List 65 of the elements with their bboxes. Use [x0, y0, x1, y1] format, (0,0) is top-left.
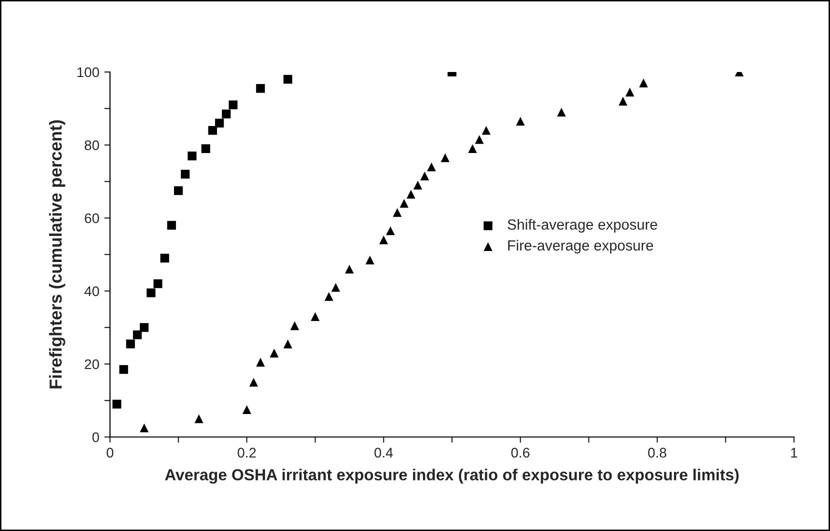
point	[482, 126, 491, 135]
point	[180, 170, 190, 179]
point	[228, 100, 238, 110]
point	[146, 288, 156, 298]
point	[256, 84, 265, 93]
point	[112, 400, 122, 409]
point	[283, 340, 292, 348]
point	[468, 144, 477, 154]
point	[201, 144, 210, 154]
point	[126, 340, 135, 348]
point	[639, 78, 648, 88]
point	[188, 152, 196, 160]
point	[242, 405, 252, 414]
point	[310, 312, 320, 321]
y-tick-label: 20	[84, 359, 100, 370]
x-tick-label: 0.6	[511, 448, 530, 458]
legend-label: Fire-average exposure	[508, 240, 654, 254]
point	[324, 292, 334, 301]
point	[132, 330, 142, 340]
point	[392, 208, 402, 217]
point	[167, 220, 176, 230]
point	[283, 74, 292, 84]
point	[208, 126, 217, 135]
point	[557, 108, 566, 117]
point	[474, 135, 484, 144]
point	[153, 279, 162, 288]
x-tick-label: 1	[791, 448, 798, 458]
point	[249, 378, 258, 387]
y-axis-title: Firefighters (cumulative percent)	[49, 120, 66, 388]
point	[420, 172, 430, 180]
point	[440, 153, 450, 162]
point	[119, 365, 128, 374]
point	[618, 96, 628, 106]
x-tick-label: 0.2	[238, 448, 256, 458]
point	[413, 180, 422, 190]
point	[140, 423, 149, 432]
legend-label: Shift-average exposure	[508, 219, 658, 233]
point	[160, 254, 170, 263]
point	[256, 358, 265, 367]
point	[290, 321, 300, 330]
point	[270, 348, 279, 358]
x-tick-label: 0.4	[374, 448, 393, 458]
x-tick-label: 0	[106, 448, 114, 458]
point	[215, 118, 224, 128]
point	[625, 88, 634, 96]
point	[331, 282, 340, 292]
point	[140, 323, 149, 332]
y-tick-label: 40	[84, 286, 100, 296]
point	[345, 264, 354, 274]
point	[516, 116, 525, 126]
y-tick-label: 80	[84, 140, 100, 150]
x-axis-title: Average OSHA irritant exposure index (ratio of exposure to exposure limits)	[165, 468, 739, 484]
point	[386, 226, 395, 236]
point	[366, 256, 374, 264]
y-tick-label: 0	[92, 432, 100, 442]
point	[379, 236, 388, 244]
x-tick-label: 0.8	[648, 448, 666, 458]
point	[194, 414, 204, 424]
y-tick-label: 100	[77, 67, 100, 78]
point	[174, 186, 183, 196]
y-tick-label: 60	[84, 213, 100, 224]
point	[427, 162, 436, 172]
point	[406, 190, 416, 199]
point	[400, 199, 409, 208]
point	[222, 110, 231, 118]
